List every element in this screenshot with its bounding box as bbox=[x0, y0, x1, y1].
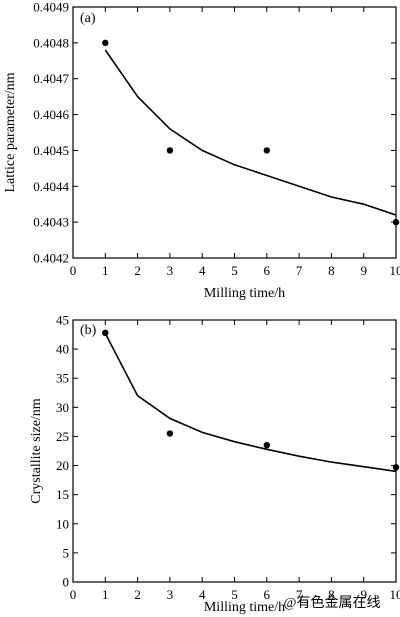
data-point bbox=[102, 39, 109, 47]
data-point bbox=[392, 464, 400, 471]
y-axis-label: Lattice parameter/nm bbox=[3, 72, 18, 192]
fit-curve-line bbox=[104, 49, 397, 216]
y-tick-label: 0.4042 bbox=[33, 251, 69, 266]
data-point bbox=[263, 441, 270, 449]
x-tick-label: 0 bbox=[70, 587, 77, 602]
data-point bbox=[392, 218, 400, 226]
x-tick-label: 9 bbox=[360, 263, 367, 278]
chart-panel-a: 0 1 2 3 4 5 6 7 8 9 10 0.4042 0.4043 0.4044 0.4045 0.40… bbox=[3, 0, 400, 301]
x-tick-label: 0 bbox=[70, 263, 77, 278]
x-tick-label: 6 bbox=[264, 263, 271, 278]
y-tick-label: 5 bbox=[63, 545, 70, 560]
x-tick-label: 7 bbox=[296, 263, 303, 278]
y-tick-label: 0.4046 bbox=[33, 107, 69, 122]
x-tick-label: 3 bbox=[167, 263, 174, 278]
y-tick-label: 0 bbox=[63, 575, 70, 590]
data-point bbox=[166, 430, 174, 437]
y-tick-label: 40 bbox=[56, 342, 69, 357]
y-tick-label: 15 bbox=[56, 487, 69, 502]
y-tick-label: 35 bbox=[56, 371, 69, 386]
panel-label: (a) bbox=[80, 11, 96, 26]
y-tick-label: 45 bbox=[56, 313, 69, 328]
data-point bbox=[166, 147, 174, 154]
x-tick-label: 1 bbox=[102, 587, 109, 602]
x-tick-label: 8 bbox=[328, 587, 335, 602]
y-tick-label: 0.4043 bbox=[33, 215, 69, 230]
y-tick-label: 0.4044 bbox=[33, 179, 69, 194]
x-tick-label: 1 bbox=[102, 263, 109, 278]
y-axis-label: Crystallite size/nm bbox=[29, 398, 44, 503]
x-axis-label: Milling time/h bbox=[204, 600, 285, 615]
x-tick-label: 5 bbox=[231, 587, 238, 602]
x-tick-label: 7 bbox=[296, 587, 303, 602]
x-tick-label: 2 bbox=[134, 263, 141, 278]
data-point bbox=[102, 329, 109, 337]
fit-curve-line bbox=[104, 333, 397, 473]
y-tick-label: 0.4049 bbox=[33, 0, 69, 15]
plot-frame bbox=[72, 319, 397, 583]
x-tick-label: 9 bbox=[360, 587, 367, 602]
y-tick-label: 0.4048 bbox=[33, 35, 69, 50]
x-axis-label: Milling time/h bbox=[204, 286, 285, 301]
data-point bbox=[263, 147, 270, 154]
y-tick-label: 0.4047 bbox=[33, 71, 69, 86]
y-tick-label: 30 bbox=[56, 400, 69, 415]
x-tick-label: 10 bbox=[390, 587, 400, 602]
plot-frame bbox=[72, 6, 397, 259]
x-tick-label: 8 bbox=[328, 263, 335, 278]
x-tick-label: 10 bbox=[390, 263, 400, 278]
y-tick-label: 20 bbox=[56, 458, 69, 473]
watermark-text: @有色金属在线 bbox=[284, 594, 381, 611]
x-tick-label: 4 bbox=[199, 587, 206, 602]
x-tick-label: 5 bbox=[231, 263, 238, 278]
x-tick-label: 4 bbox=[199, 263, 206, 278]
chart-panel-b: 0 1 2 3 4 5 6 7 8 9 10051015202530354045(b)Milling… bbox=[29, 313, 400, 616]
x-tick-label: 6 bbox=[264, 587, 271, 602]
y-tick-label: 25 bbox=[56, 429, 69, 444]
x-tick-label: 2 bbox=[134, 587, 141, 602]
y-tick-label: 0.4045 bbox=[33, 143, 69, 158]
x-tick-label: 3 bbox=[167, 587, 174, 602]
panel-label: (b) bbox=[80, 323, 97, 338]
y-tick-label: 10 bbox=[56, 516, 69, 531]
